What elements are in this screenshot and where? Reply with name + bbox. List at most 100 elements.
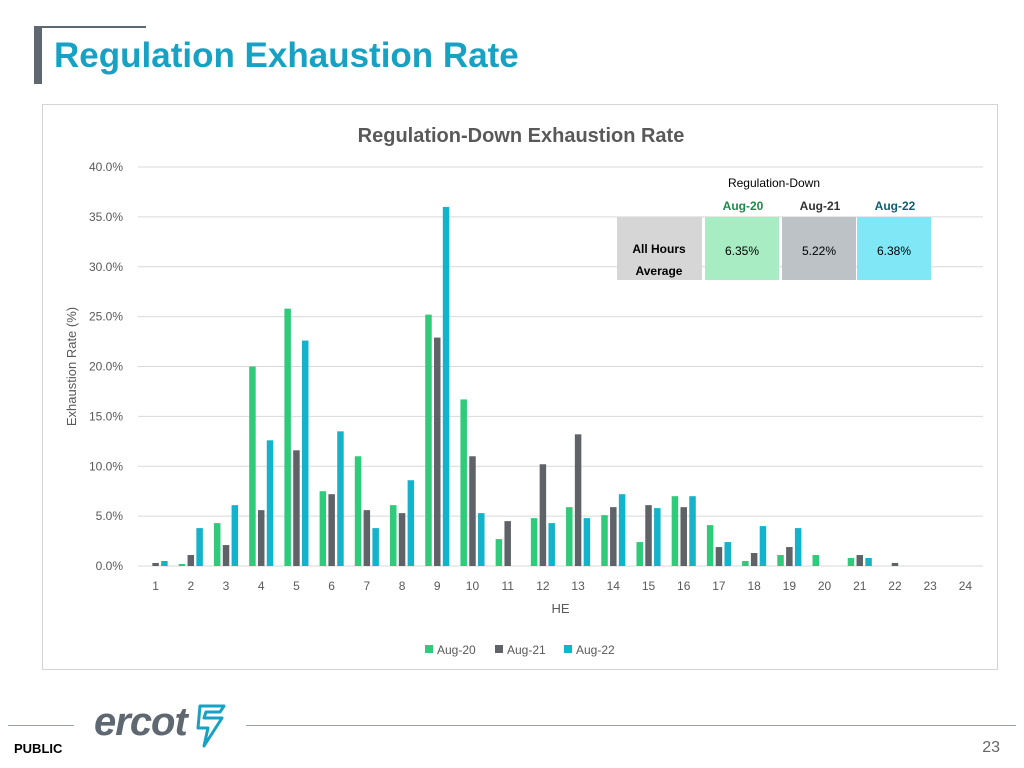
x-tick-label: 8 (399, 579, 406, 593)
legend-swatch-aug-20 (425, 645, 433, 653)
summary-col-label-aug-21: Aug-21 (800, 199, 841, 213)
bar-aug-21-he-17 (715, 547, 723, 566)
summary-value-aug-20: 6.35% (725, 244, 759, 258)
summary-cell-aug-20 (705, 217, 779, 280)
summary-row-label-line1: All Hours (632, 242, 686, 256)
bar-aug-20-he-3 (213, 523, 221, 566)
bar-aug-22-he-13 (583, 518, 591, 566)
bar-aug-20-he-11 (495, 539, 503, 566)
bar-aug-21-he-22 (891, 563, 899, 566)
x-tick-label: 23 (924, 579, 938, 593)
bar-aug-22-he-21 (865, 558, 872, 566)
legend-label-aug-21: Aug-21 (507, 643, 546, 657)
chart-title: Regulation-Down Exhaustion Rate (358, 125, 685, 147)
bar-aug-20-he-6 (319, 491, 327, 566)
bar-aug-20-he-5 (284, 308, 291, 566)
bar-aug-21-he-10 (469, 456, 476, 566)
bar-aug-22-he-10 (478, 513, 485, 566)
summary-row-label-cell (617, 217, 702, 280)
bar-aug-22-he-14 (618, 494, 626, 566)
bar-aug-20-he-19 (777, 555, 784, 566)
x-tick-label: 16 (677, 579, 691, 593)
bar-aug-21-he-18 (750, 553, 758, 566)
bar-aug-20-he-10 (460, 399, 467, 566)
summary-col-label-aug-22: Aug-22 (875, 199, 916, 213)
y-tick-label: 20.0% (89, 360, 123, 374)
summary-cell-aug-22 (857, 217, 931, 280)
summary-cell-aug-21 (782, 217, 856, 280)
bar-aug-20-he-2 (178, 564, 186, 566)
y-tick-label: 10.0% (89, 459, 123, 473)
bar-aug-21-he-5 (293, 450, 300, 566)
bar-aug-22-he-19 (794, 528, 802, 566)
footer-public-label: PUBLIC (14, 741, 63, 756)
bar-aug-22-he-16 (689, 496, 696, 566)
x-tick-label: 18 (747, 579, 761, 593)
bar-aug-20-he-4 (249, 366, 256, 566)
bar-aug-22-he-18 (759, 526, 767, 566)
bar-aug-20-he-20 (812, 555, 820, 566)
summary-value-aug-22: 6.38% (877, 244, 911, 258)
bar-aug-21-he-2 (187, 555, 195, 566)
footer-rule-left (8, 725, 74, 726)
bar-aug-22-he-7 (372, 528, 379, 566)
x-tick-label: 24 (959, 579, 973, 593)
bar-aug-21-he-11 (504, 521, 511, 566)
x-tick-label: 17 (712, 579, 726, 593)
bar-aug-21-he-19 (786, 547, 793, 566)
bar-aug-20-he-18 (742, 561, 749, 566)
y-tick-label: 5.0% (96, 509, 124, 523)
bar-aug-20-he-17 (706, 525, 714, 566)
summary-col-label-aug-20: Aug-20 (723, 199, 764, 213)
summary-value-aug-21: 5.22% (802, 244, 836, 258)
x-tick-label: 20 (818, 579, 832, 593)
bar-aug-20-he-7 (354, 456, 362, 566)
x-tick-label: 13 (571, 579, 585, 593)
bar-aug-21-he-14 (610, 507, 617, 566)
bar-aug-21-he-13 (574, 434, 582, 566)
bar-aug-22-he-15 (654, 508, 661, 566)
bar-aug-21-he-7 (363, 510, 371, 566)
page-title: Regulation Exhaustion Rate (54, 36, 519, 75)
bar-aug-21-he-1 (152, 563, 159, 566)
bar-aug-21-he-9 (434, 337, 441, 566)
bar-aug-20-he-9 (425, 314, 432, 566)
exhaustion-rate-chart: Regulation-Down Exhaustion Rate 0.0% 5.0% 1… (64, 125, 983, 657)
bar-aug-22-he-4 (266, 440, 274, 566)
x-tick-label: 14 (607, 579, 621, 593)
bar-aug-21-he-8 (398, 513, 406, 566)
x-tick-label: 19 (783, 579, 797, 593)
summary-row-label-line2: Average (636, 264, 683, 278)
bar-aug-20-he-13 (566, 507, 573, 566)
x-tick-label: 1 (152, 579, 159, 593)
x-tick-label: 5 (293, 579, 300, 593)
x-tick-label: 9 (434, 579, 441, 593)
x-tick-label: 6 (328, 579, 335, 593)
x-tick-label: 4 (258, 579, 265, 593)
bar-aug-21-he-21 (856, 555, 864, 566)
bar-aug-20-he-14 (601, 515, 608, 566)
ercot-logo: ercot (94, 700, 234, 750)
y-tick-label: 30.0% (89, 260, 123, 274)
chart-frame: Regulation-Down Exhaustion Rate 0.0% 5.0% 1… (42, 104, 998, 670)
title-accent-bar (34, 26, 42, 84)
y-tick-label: 25.0% (89, 310, 123, 324)
footer-rule-right (246, 725, 1016, 726)
y-tick-label: 35.0% (89, 210, 123, 224)
bar-aug-20-he-16 (671, 496, 679, 566)
bar-aug-21-he-16 (680, 507, 687, 566)
bar-aug-21-he-3 (222, 545, 230, 566)
legend-label-aug-20: Aug-20 (437, 643, 476, 657)
bar-aug-22-he-9 (442, 206, 450, 566)
x-tick-label: 12 (536, 579, 550, 593)
x-tick-label: 10 (466, 579, 480, 593)
summary-table-header: Regulation-Down (728, 176, 820, 190)
bar-aug-22-he-3 (231, 505, 239, 566)
bar-aug-22-he-1 (161, 561, 168, 566)
x-tick-label: 2 (187, 579, 194, 593)
bar-aug-22-he-8 (407, 480, 415, 566)
bar-aug-20-he-8 (390, 505, 397, 566)
y-tick-label: 15.0% (89, 409, 123, 423)
y-tick-label: 40.0% (89, 160, 123, 174)
page-number: 23 (982, 739, 1000, 756)
